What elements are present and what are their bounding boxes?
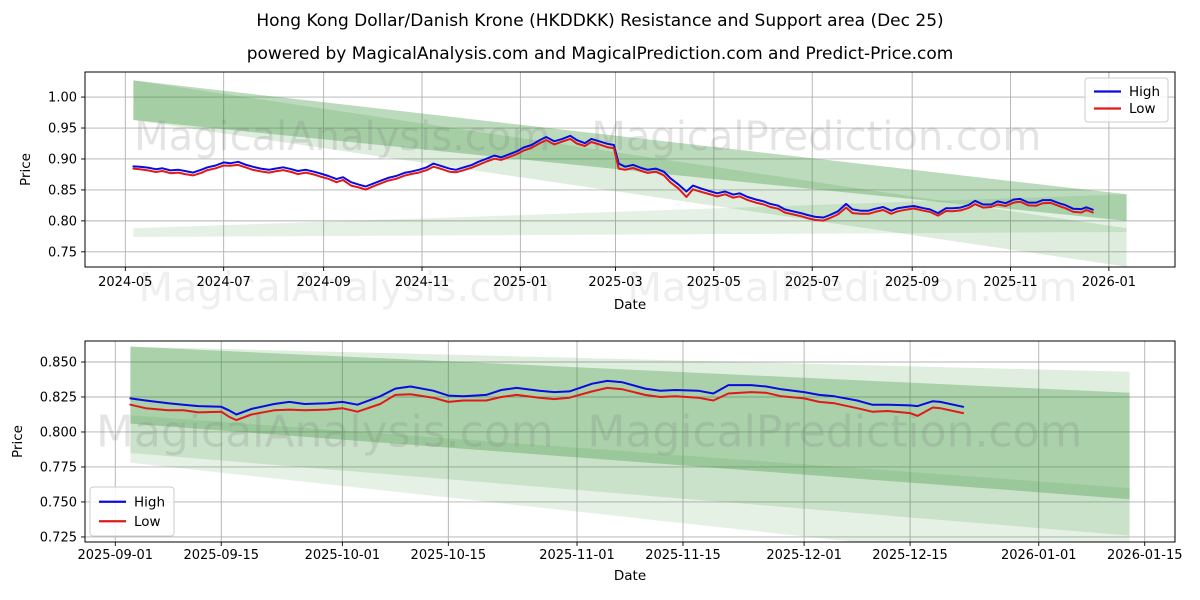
x-tick-label: 2025-03: [588, 275, 642, 290]
prediction-band: [130, 346, 1130, 500]
watermark-text: MagicalPrediction.com: [627, 265, 1077, 311]
x-tick-label: 2025-09-01: [77, 548, 153, 563]
legend-label: High: [1129, 84, 1160, 100]
support-resistance-bands: [133, 80, 1127, 267]
watermark-text: MagicalAnalysis.com: [134, 114, 550, 160]
prediction-band: [130, 415, 1130, 542]
x-tick-label: 2026-01: [1082, 275, 1136, 290]
x-tick-label: 2025-12-01: [766, 548, 842, 563]
legend-label: Low: [134, 514, 161, 530]
x-tick-label: 2026-01-01: [1001, 548, 1077, 563]
x-axis-title: Date: [614, 568, 646, 584]
x-tick-label: 2025-10-01: [305, 548, 381, 563]
y-tick-label: 0.800: [40, 425, 77, 440]
x-tick-label: 2025-09: [885, 275, 939, 290]
prediction-band: [133, 80, 1127, 267]
x-tick-label: 2026-01-15: [1107, 548, 1183, 563]
low-line: [132, 137, 1094, 222]
y-tick-label: 0.725: [40, 530, 77, 545]
x-tick-label: 2025-09-15: [183, 548, 259, 563]
y-tick-label: 0.90: [48, 152, 77, 167]
x-tick-label: 2025-11-01: [539, 548, 615, 563]
figure-subtitle: powered by MagicalAnalysis.com and Magic…: [246, 44, 954, 64]
x-tick-label: 2024-11: [395, 275, 449, 290]
high-line: [129, 379, 965, 416]
x-tick-label: 2024-07: [197, 275, 251, 290]
prediction-band: [130, 346, 1130, 536]
tick-labels: 2024-05 2024-07 2024-09 2024-11 2025-01 2025-…: [48, 91, 1136, 290]
high-line: [132, 134, 1094, 219]
y-tick-label: 0.95: [48, 122, 77, 137]
tick-marks: [81, 361, 1146, 546]
x-tick-label: 2024-05: [98, 275, 152, 290]
watermark-text: MagicalAnalysis.com: [139, 265, 555, 311]
y-tick-label: 0.775: [40, 460, 77, 475]
series-lines: [132, 134, 1094, 222]
x-axis-title: Date: [614, 297, 646, 313]
y-tick-label: 0.80: [48, 214, 77, 229]
x-tick-label: 2025-12-15: [872, 548, 948, 563]
x-tick-label: 2025-01: [493, 275, 547, 290]
prediction-band: [133, 80, 1127, 221]
y-tick-label: 0.75: [48, 245, 77, 260]
grid: [85, 341, 1175, 542]
y-tick-label: 0.850: [40, 355, 77, 370]
y-tick-label: 0.85: [48, 183, 77, 198]
watermark-text: MagicalPrediction.com: [591, 114, 1041, 160]
watermark-text: MagicalPrediction.com: [587, 407, 1082, 458]
support-resistance-bands: [130, 346, 1130, 542]
watermark-text: MagicalAnalysis.com: [96, 407, 554, 458]
figure-title: Hong Kong Dollar/Danish Krone (HKDDKK) R…: [256, 11, 944, 31]
series-lines: [129, 379, 965, 422]
plot-border: [84, 340, 1176, 543]
plot-border: [84, 71, 1176, 268]
y-tick-label: 0.750: [40, 495, 77, 510]
legend-label: Low: [1129, 101, 1156, 117]
x-tick-label: 2025-10-15: [411, 548, 487, 563]
tick-labels: 2025-09-01 2025-09-15 2025-10-01 2025-10-15…: [40, 355, 1183, 563]
legend-box: [1084, 77, 1169, 123]
low-line: [129, 386, 965, 422]
x-tick-label: 2025-07: [785, 275, 839, 290]
x-tick-label: 2025-11: [983, 275, 1037, 290]
y-tick-label: 0.825: [40, 390, 77, 405]
prediction-band: [133, 194, 1127, 237]
legend: High Low: [89, 486, 175, 537]
y-tick-label: 1.00: [48, 91, 77, 106]
legend-label: High: [134, 494, 165, 510]
tick-marks: [81, 96, 1110, 271]
x-tick-label: 2024-09: [296, 275, 350, 290]
x-tick-label: 2025-11-15: [645, 548, 721, 563]
legend-box: [89, 486, 175, 537]
x-tick-label: 2025-05: [687, 275, 741, 290]
y-axis-title: Price: [18, 153, 34, 186]
y-axis-title: Price: [10, 425, 26, 458]
